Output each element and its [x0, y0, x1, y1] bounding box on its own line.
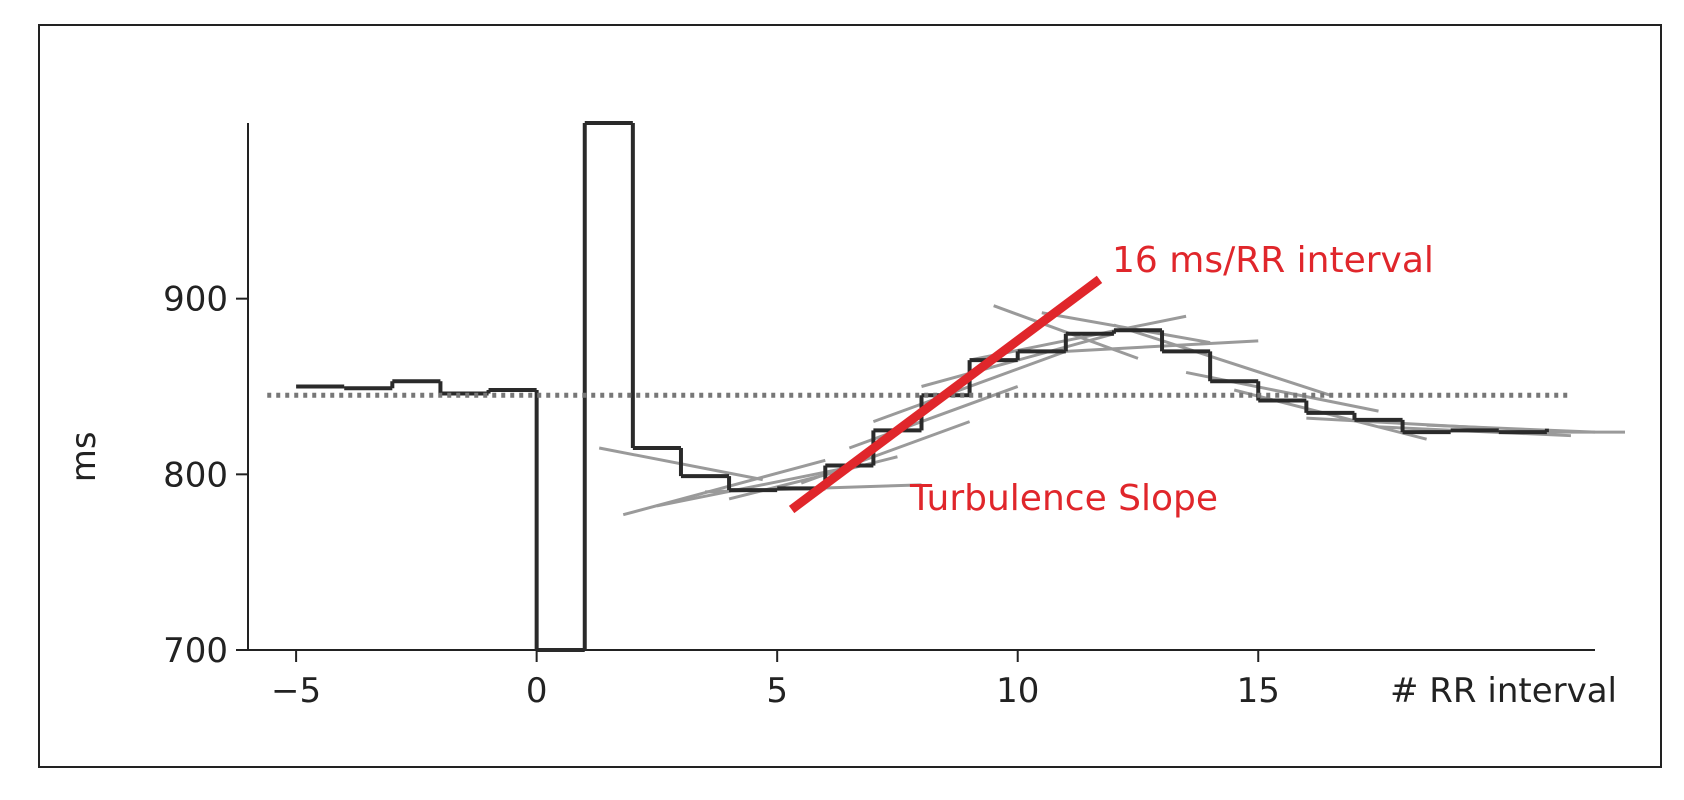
turbulence-slope-annotation: Turbulence Slope	[909, 478, 1218, 519]
x-tick-label: −5	[271, 671, 321, 711]
slope-value-annotation: 16 ms/RR interval	[1112, 240, 1434, 281]
y-tick-label: 800	[163, 455, 228, 495]
turbulence-slope-line	[788, 275, 1103, 514]
axis-ticks: 700 800 900 −5 0 5 10 15	[163, 123, 1595, 711]
figure-frame	[38, 24, 1662, 768]
x-tick-label: 10	[996, 671, 1039, 711]
tangent-line	[800, 420, 971, 485]
y-tick-label: 700	[163, 631, 228, 671]
y-axis-title: ms	[64, 431, 104, 482]
x-tick-label: 0	[526, 671, 548, 711]
tangent-line	[656, 465, 850, 508]
x-tick-label: 5	[766, 671, 788, 711]
tangent-line	[1113, 323, 1331, 397]
overlay	[267, 275, 1571, 514]
y-tick-label: 900	[163, 280, 228, 320]
data-series	[296, 121, 1549, 652]
x-axis-title: # RR interval	[1390, 671, 1617, 711]
x-tick-label: 15	[1237, 671, 1280, 711]
tangent-line	[1185, 370, 1379, 413]
labels: # RR interval ms 16 ms/RR interval Turbulen…	[64, 240, 1617, 711]
